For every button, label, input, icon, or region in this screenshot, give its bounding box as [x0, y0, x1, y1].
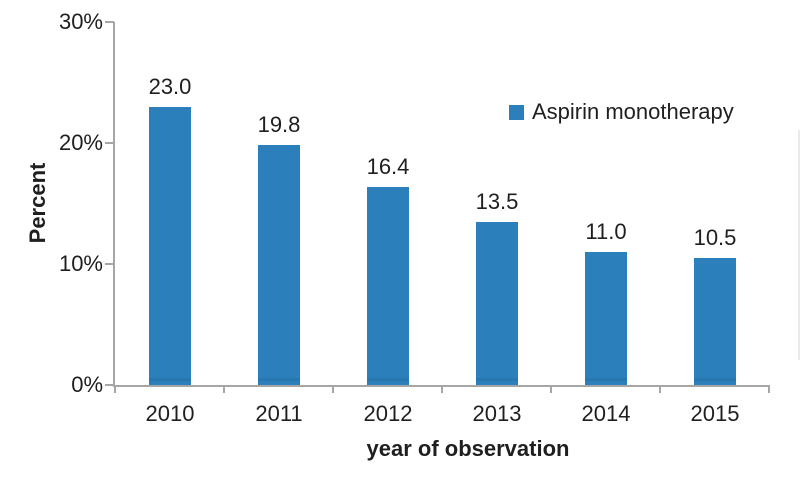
x-axis-title: year of observation — [366, 436, 570, 461]
x-axis-tick — [114, 386, 116, 393]
x-tick-label-2011: 2011 — [255, 401, 303, 426]
y-tick-label-0: 0% — [71, 372, 103, 397]
x-axis-tick — [659, 386, 661, 393]
x-axis-tick — [550, 386, 552, 393]
data-label-2012: 16.4 — [366, 154, 410, 179]
y-tick-label-10: 10% — [58, 251, 103, 276]
legend-swatch-icon — [509, 104, 524, 120]
bar-inner-shading — [585, 378, 627, 381]
x-tick-label-2013: 2013 — [472, 401, 522, 426]
bar-2010 — [149, 107, 191, 385]
x-axis-tick — [768, 386, 770, 393]
x-tick-label-2012: 2012 — [363, 401, 413, 426]
y-axis-tick — [105, 21, 114, 23]
right-edge-artifact — [798, 130, 800, 360]
y-axis-tick — [105, 142, 114, 144]
x-axis-tick — [223, 386, 225, 393]
data-label-2010: 23.0 — [148, 74, 192, 99]
legend: Aspirin monotherapy — [509, 99, 734, 125]
bar-2014 — [585, 252, 627, 385]
legend-label: Aspirin monotherapy — [532, 99, 734, 124]
x-tick-label-2010: 2010 — [145, 401, 195, 426]
bar-inner-shading — [258, 378, 300, 381]
bar-2015 — [694, 258, 736, 385]
bar-inner-shading — [694, 378, 736, 381]
y-axis-line — [113, 22, 115, 387]
x-tick-label-2015: 2015 — [690, 401, 740, 426]
y-axis-tick — [105, 263, 114, 265]
bar-inner-shading — [476, 378, 518, 381]
y-tick-label-30: 30% — [58, 9, 103, 34]
bar-2012 — [367, 187, 409, 385]
x-tick-label-2014: 2014 — [581, 401, 631, 426]
x-axis-tick — [441, 386, 443, 393]
data-label-2015: 10.5 — [693, 225, 737, 250]
y-axis-tick — [105, 384, 114, 386]
x-axis-tick — [332, 386, 334, 393]
bar-2013 — [476, 222, 518, 385]
data-label-2013: 13.5 — [475, 189, 519, 214]
bar-2011 — [258, 145, 300, 385]
bar-inner-shading — [149, 378, 191, 381]
y-tick-label-20: 20% — [58, 130, 103, 155]
data-label-2011: 19.8 — [257, 112, 301, 137]
data-label-2014: 11.0 — [585, 219, 627, 244]
bar-inner-shading — [367, 378, 409, 381]
